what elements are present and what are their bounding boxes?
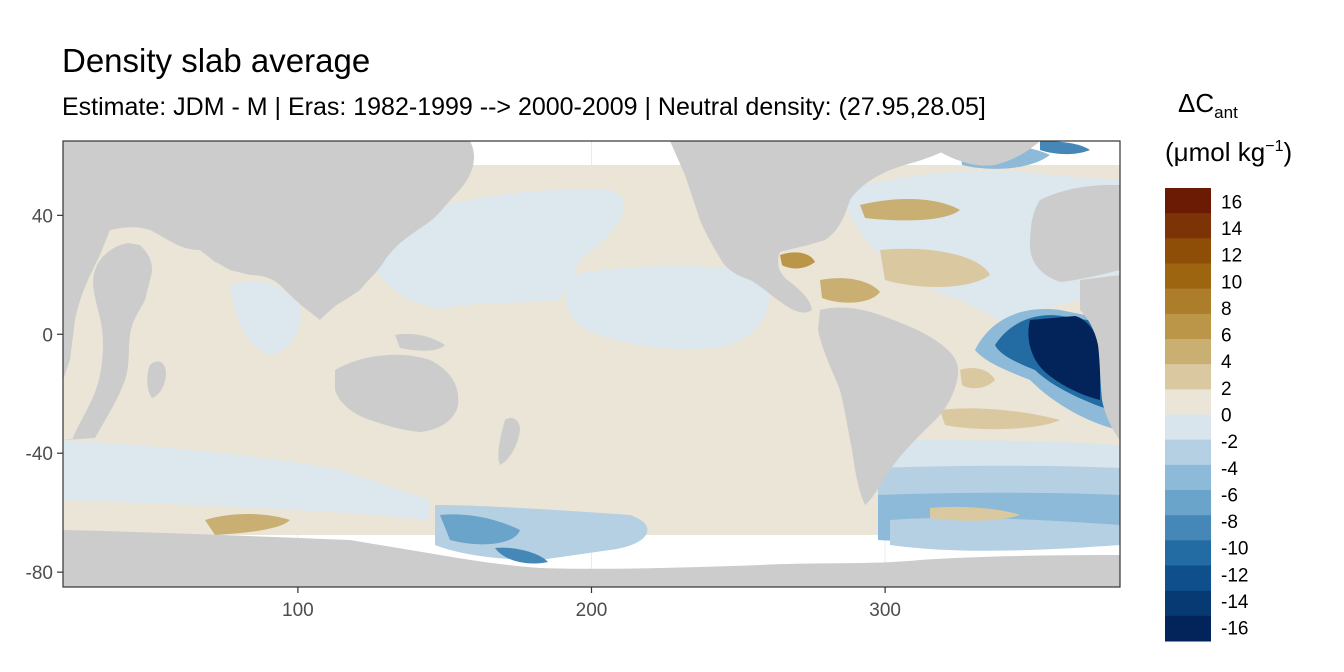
indonesia-negative-region [230,281,301,355]
ross-sea-strong-negative [440,514,520,545]
colorbar-label: -8 [1221,512,1238,533]
colorbar-swatch [1165,464,1211,491]
colorbar-swatch [1165,238,1211,264]
colorbar-label: 0 [1221,406,1232,427]
colorbar-legend: ΔCant (μmol kg−1) 16 14 12 10 8 6 4 2 0 -2 -4 -6 -8 -… [1165,88,1292,642]
gulf-stream-positive-patch [780,252,815,269]
indian-antarctic-positive-patch [205,514,290,535]
land-masses [63,141,1120,587]
weddell-positive-patch [930,506,1020,521]
y-tick-label: -40 [26,444,53,465]
asia-landmass [160,141,475,320]
west-africa-landmass [1080,275,1120,440]
x-tick-label: 300 [869,600,901,621]
legend-unit: (μmol kg−1) [1165,137,1292,167]
colorbar-label: 8 [1221,299,1232,320]
south-atlantic-positive-streak-2 [940,408,1060,430]
south-atlantic-negative-band-4 [890,517,1120,551]
colorbar-swatch [1165,263,1211,290]
colorbar-label: 12 [1221,246,1242,267]
africa-landmass [63,141,152,440]
colorbar-swatch [1165,615,1211,642]
north-america-landmass [670,141,960,313]
colorbar-swatch [1165,439,1211,466]
colorbar-label: -4 [1221,459,1238,480]
colorbar-label: 4 [1221,352,1232,373]
antarctica-landmass [63,530,1120,587]
colorbar-swatch [1165,490,1211,516]
new-guinea-landmass [395,333,445,351]
arctic-negative-patch [1040,141,1090,155]
colorbar-label: -6 [1221,485,1238,506]
colorbar-label: -14 [1221,592,1249,613]
y-tick-label: -80 [26,563,53,584]
colorbar-swatch [1165,565,1211,592]
colorbar-label: -2 [1221,432,1238,453]
colorbar-swatch [1165,339,1211,365]
colorbar-swatch [1165,540,1211,566]
chart-subtitle: Estimate: JDM - M | Eras: 1982-1999 --> … [62,93,986,121]
colorbar-label: 10 [1221,272,1242,293]
tropical-atlantic-negative-core [1028,316,1100,400]
south-america-landmass [818,307,959,505]
south-atlantic-negative-band-2 [878,465,1120,495]
south-atlantic-negative-band-1 [880,440,1120,470]
southern-ocean-negative-band [63,440,430,520]
chart-title: Density slab average [62,42,371,79]
y-tick-label: 0 [42,325,53,346]
map-panel [63,141,1120,587]
colorbar-labels: 16 14 12 10 8 6 4 2 0 -2 -4 -6 -8 -10 -12 -14 -16 [1221,192,1249,639]
colorbar-label: 16 [1221,192,1242,213]
colorbar [1165,188,1211,642]
y-axis: 40 0 -40 -80 [26,206,63,584]
colorbar-label: 14 [1221,219,1243,240]
greenland-landmass [920,141,1040,166]
colorbar-swatch [1165,515,1211,541]
x-tick-label: 100 [282,600,314,621]
south-atlantic-positive-streak-1 [960,368,995,389]
madagascar-landmass [147,361,166,398]
colorbar-label: -16 [1221,619,1248,640]
colorbar-swatch [1165,389,1211,415]
colorbar-swatch [1165,213,1211,239]
australia-landmass [335,354,459,432]
east-pacific-negative-region [565,265,770,350]
x-axis: 100 200 300 [282,587,901,621]
caribbean-positive-patch [820,278,880,303]
colorbar-swatch [1165,288,1211,315]
europe-landmass [1030,185,1120,282]
colorbar-label: -12 [1221,565,1248,586]
colorbar-swatch [1165,590,1211,617]
colorbar-label: 6 [1221,326,1232,347]
new-zealand-landmass [498,418,520,465]
mid-atlantic-positive-patch [880,248,990,287]
x-tick-label: 200 [576,600,608,621]
colorbar-swatch [1165,414,1211,441]
colorbar-label: 2 [1221,379,1232,400]
y-tick-label: 40 [32,206,53,227]
colorbar-swatch [1165,313,1211,340]
labrador-positive-patch [860,198,960,221]
legend-title: ΔCant [1178,88,1238,122]
colorbar-label: -10 [1221,539,1248,560]
ross-sea-core [495,547,548,564]
colorbar-swatch [1165,188,1211,214]
colorbar-swatch [1165,364,1211,390]
